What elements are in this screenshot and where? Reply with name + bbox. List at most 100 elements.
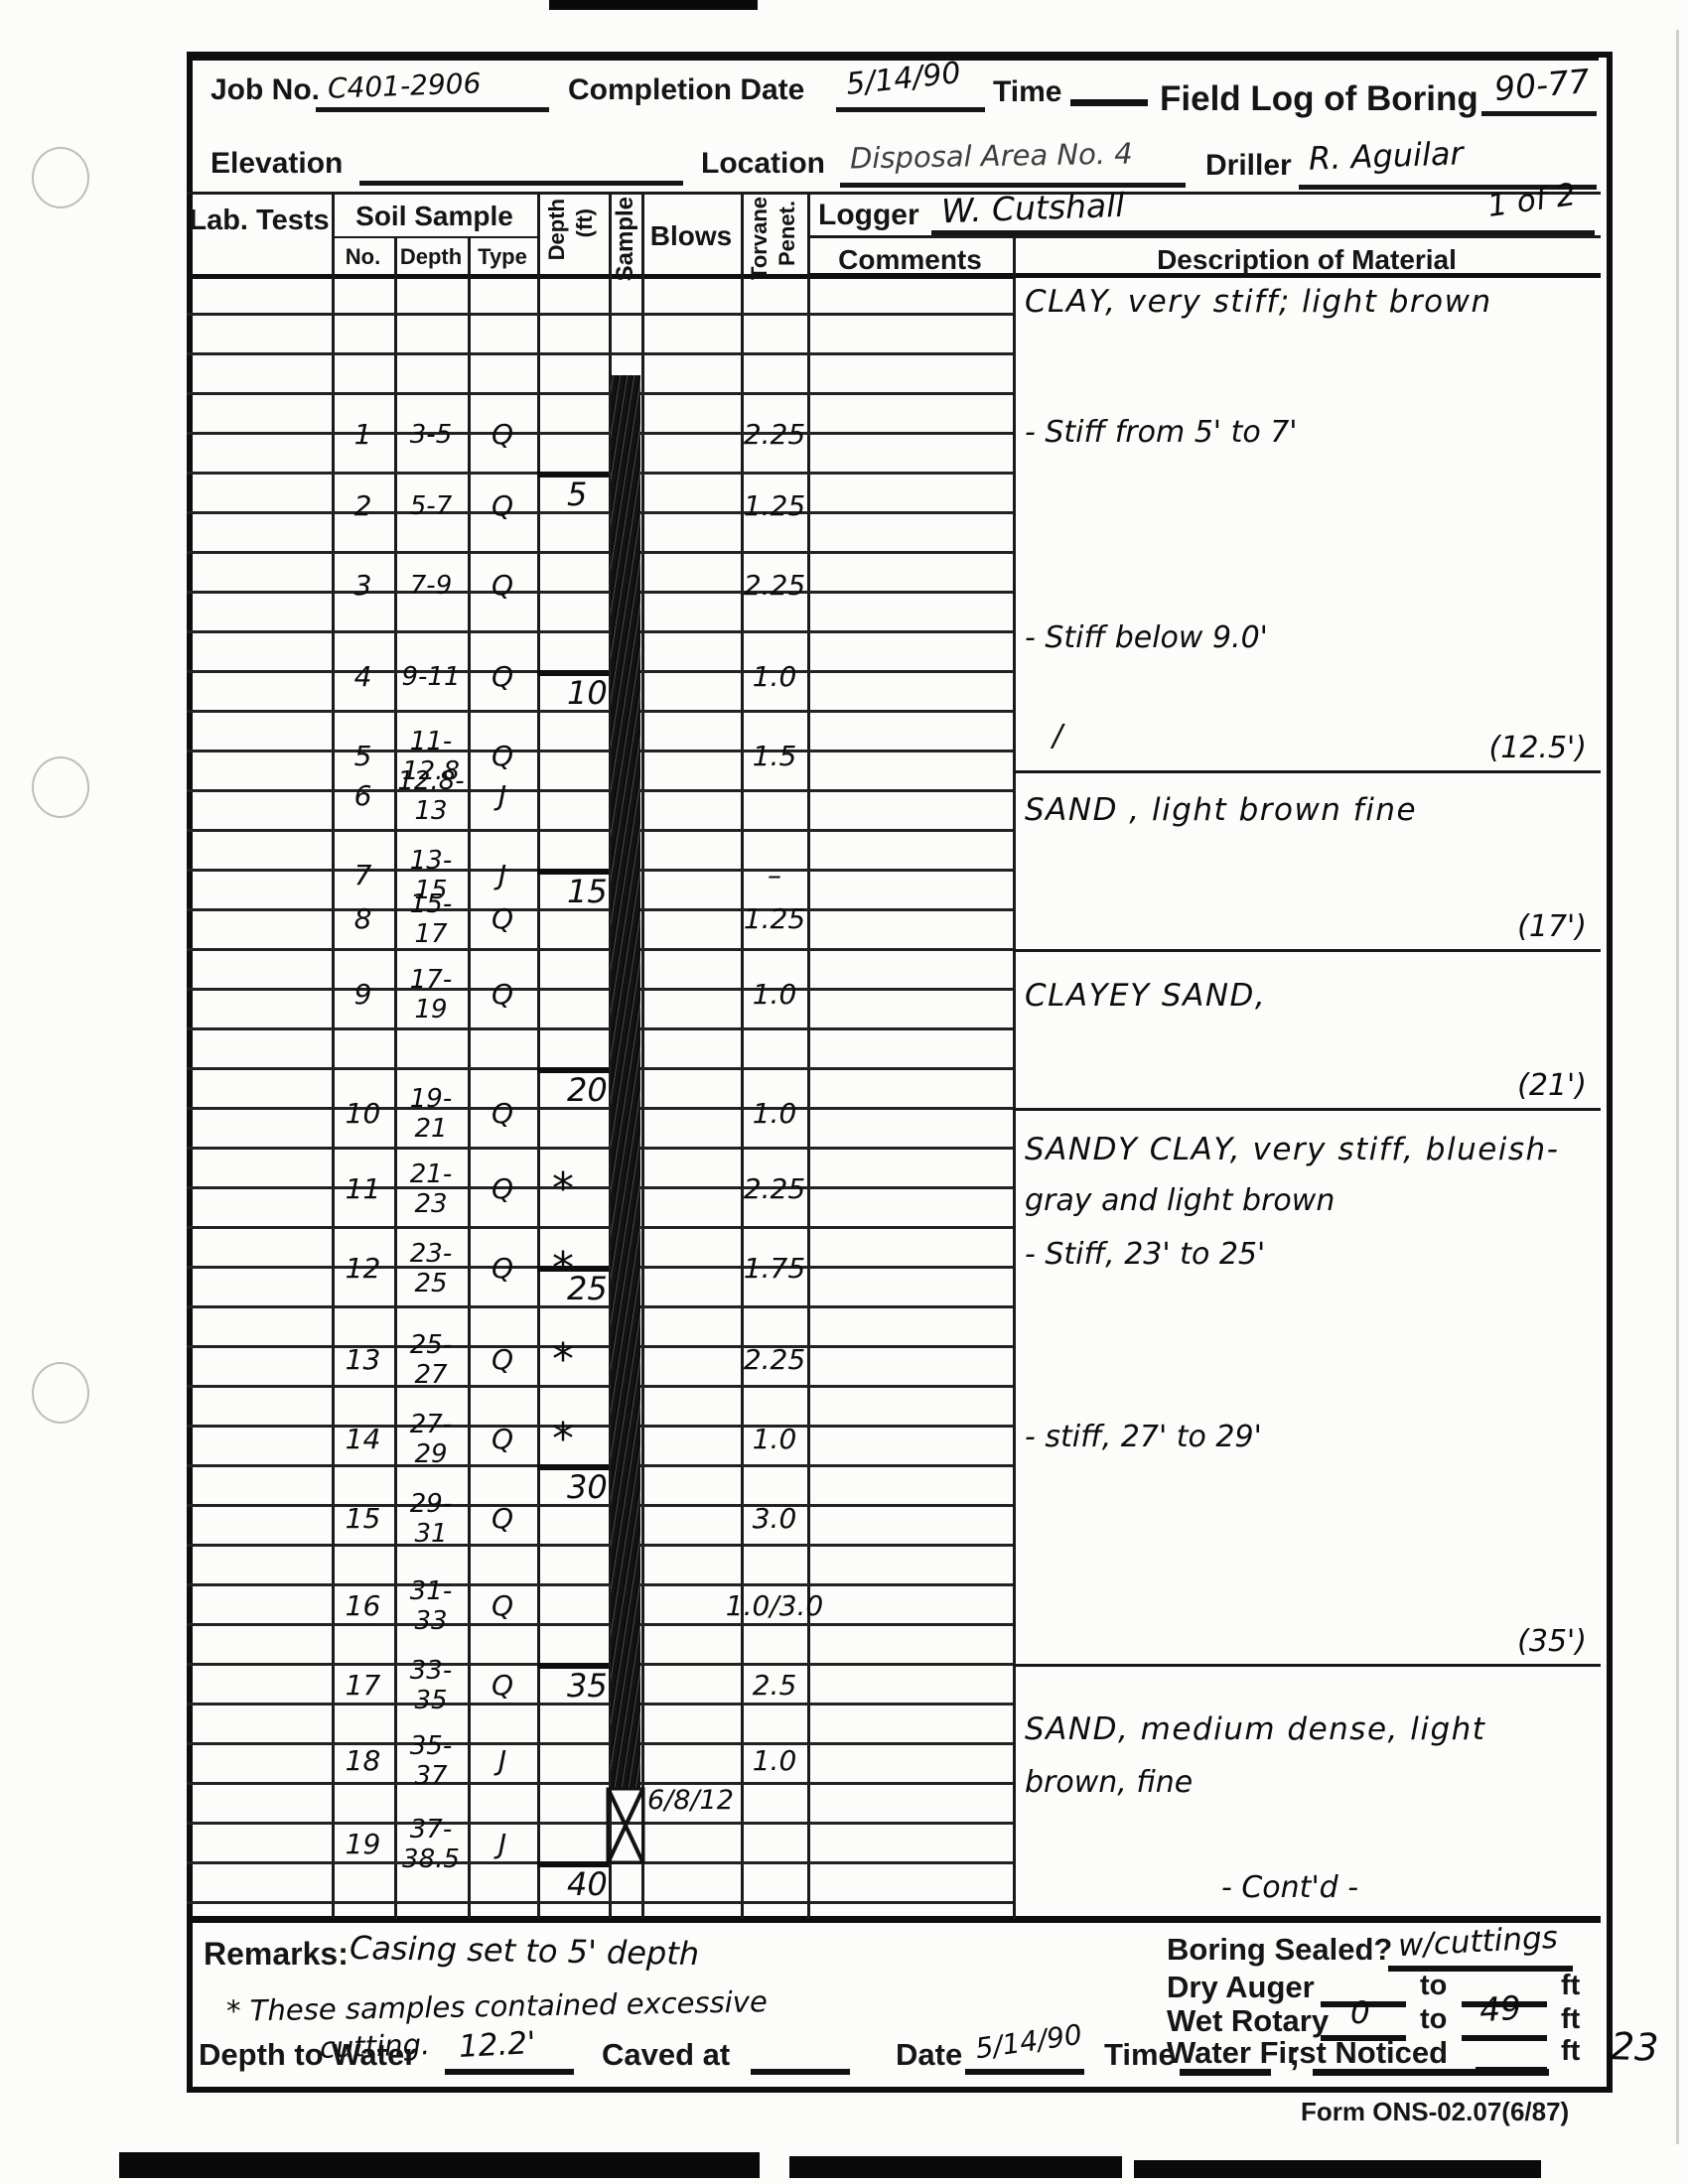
sample-no-cell: 19 bbox=[345, 1828, 381, 1860]
col-header-lab-tests: Lab. Tests bbox=[189, 205, 330, 236]
sample-star-mark bbox=[540, 415, 586, 455]
location-label: Location bbox=[701, 147, 825, 180]
sample-type-cell: Q bbox=[491, 569, 514, 602]
col-header-depth-ft-line2: (ft) bbox=[572, 208, 597, 238]
boring-bottom-x-symbol bbox=[606, 1787, 645, 1864]
torvane-value-cell: 1.0/3.0 bbox=[725, 1589, 824, 1622]
footer-time-label: Time bbox=[1104, 2037, 1176, 2072]
form-number: Form ONS-02.07(6/87) bbox=[1301, 2097, 1570, 2126]
depth-to-water-label: Depth to Water bbox=[199, 2037, 417, 2072]
driller-label: Driller bbox=[1205, 149, 1292, 182]
col-header-torvane-line1: Torvane bbox=[747, 197, 772, 280]
hole-punch bbox=[32, 147, 89, 208]
layer-bottom-depth-label: (12.5') bbox=[1488, 731, 1587, 765]
depth-tick-dash bbox=[537, 472, 609, 478]
table-row: 4 9-11 Q 1.0 bbox=[332, 657, 808, 697]
sample-no-cell: 16 bbox=[345, 1589, 381, 1622]
sample-type-cell: Q bbox=[491, 978, 514, 1011]
footer-long-underline bbox=[1313, 2069, 1549, 2076]
logger-underline bbox=[931, 195, 1595, 235]
wet-rotary-to-value: 49 bbox=[1477, 1987, 1523, 2030]
sample-no-cell: 1 bbox=[353, 418, 372, 451]
caved-at-label: Caved at bbox=[602, 2037, 731, 2072]
layer-boundary-line: (12.5') bbox=[1013, 731, 1601, 773]
sample-type-cell: Q bbox=[491, 1669, 514, 1702]
sample-star-mark bbox=[540, 975, 586, 1015]
sample-type-cell: Q bbox=[491, 660, 514, 693]
description-text: gray and light brown bbox=[1025, 1183, 1336, 1218]
sample-no-cell: 6 bbox=[353, 779, 372, 812]
sample-no-cell: 14 bbox=[345, 1423, 381, 1455]
footer-time-underline bbox=[1180, 2069, 1271, 2076]
sample-type-cell: Q bbox=[491, 1097, 514, 1130]
sample-depth-cell: 31-33 bbox=[409, 1576, 453, 1636]
description-text: SANDY CLAY, very stiff, blueish- bbox=[1025, 1132, 1560, 1167]
layer-boundary-line: (21') bbox=[1013, 1068, 1601, 1111]
sample-type-cell: Q bbox=[491, 1343, 514, 1376]
completion-date-underline bbox=[836, 71, 985, 112]
sample-no-cell: 15 bbox=[345, 1502, 381, 1535]
scan-streak-bottom-3 bbox=[1134, 2160, 1541, 2178]
col-header-depth-ft-line1: Depth bbox=[544, 199, 569, 261]
torvane-value-cell: 1.0 bbox=[752, 660, 797, 693]
sample-no-cell: 10 bbox=[345, 1097, 381, 1130]
col-header-type: Type bbox=[478, 244, 527, 269]
dry-auger-to-label: to bbox=[1420, 1970, 1448, 2001]
table-row: 14 27-29 Q * 1.0 bbox=[332, 1410, 808, 1469]
sample-depth-cell: 21-23 bbox=[409, 1160, 453, 1219]
sample-type-cell: Q bbox=[491, 1252, 514, 1285]
job-no-label: Job No. bbox=[211, 73, 320, 106]
col-header-comments: Comments bbox=[838, 244, 982, 275]
table-row: 16 31-33 Q 1.0/3.0 bbox=[332, 1576, 824, 1636]
dry-auger-from-underline bbox=[1321, 2001, 1406, 2007]
layer-bottom-depth-label: (35') bbox=[1517, 1624, 1587, 1659]
col-header-no: No. bbox=[345, 244, 381, 269]
description-text: CLAY, very stiff; light brown bbox=[1025, 284, 1492, 320]
water-first-noticed-label: Water First Noticed bbox=[1167, 2035, 1449, 2070]
description-text: / bbox=[1053, 719, 1063, 753]
sample-depth-cell: 3-5 bbox=[409, 420, 453, 450]
depth-marker: 10 bbox=[537, 670, 656, 716]
sample-star-mark bbox=[540, 1825, 586, 1864]
sample-no-cell: 7 bbox=[353, 859, 372, 891]
sample-depth-cell: 23-25 bbox=[409, 1239, 453, 1298]
sample-type-cell: Q bbox=[491, 1589, 514, 1622]
sample-no-cell: 4 bbox=[353, 660, 372, 693]
sample-type-cell: Q bbox=[491, 418, 514, 451]
depth-to-water-value: 12.2' bbox=[458, 2024, 537, 2066]
dry-auger-to-underline bbox=[1462, 2001, 1547, 2007]
footer-semicolon: ; bbox=[1289, 2035, 1301, 2073]
description-text: - Stiff, 23' to 25' bbox=[1025, 1237, 1266, 1272]
elevation-underline bbox=[359, 147, 683, 186]
table-row: 17 33-35 Q 2.5 bbox=[332, 1656, 808, 1715]
driller-underline bbox=[1299, 147, 1597, 190]
depth-marker-value: 40 bbox=[567, 1865, 608, 1903]
scan-edge-line bbox=[1676, 30, 1679, 2144]
torvane-value-cell bbox=[741, 776, 808, 816]
footer-date-label: Date bbox=[896, 2037, 963, 2072]
torvane-value-cell: 1.0 bbox=[752, 978, 797, 1011]
table-row: 2 5-7 Q 1.25 bbox=[332, 486, 808, 526]
description-text: SAND, medium dense, light bbox=[1025, 1711, 1486, 1747]
sample-interval-bar bbox=[611, 375, 640, 1789]
sample-no-cell: 18 bbox=[345, 1744, 381, 1777]
col-line-comments bbox=[1013, 235, 1016, 1919]
depth-marker-value: 20 bbox=[567, 1071, 608, 1109]
col-header-depth: Depth bbox=[399, 244, 463, 269]
depth-tick-dash bbox=[537, 670, 609, 676]
job-no-underline bbox=[316, 73, 549, 112]
torvane-value-cell: 1.0 bbox=[752, 1097, 797, 1130]
sample-depth-cell: 9-11 bbox=[401, 662, 461, 692]
depth-marker-value: 15 bbox=[567, 873, 608, 910]
depth-marker-value: 25 bbox=[567, 1270, 608, 1307]
torvane-value-cell: 1.25 bbox=[743, 902, 806, 935]
sample-star-mark bbox=[540, 566, 586, 606]
sample-type-cell: J bbox=[497, 859, 507, 891]
logger-row-divider bbox=[807, 235, 1601, 238]
wet-rotary-label: Wet Rotary bbox=[1167, 2003, 1330, 2038]
soil-sample-divider bbox=[332, 236, 537, 238]
depth-marker-value: 10 bbox=[567, 674, 608, 712]
table-row: 3 7-9 Q 2.25 bbox=[332, 566, 808, 606]
torvane-value-cell: 2.25 bbox=[743, 418, 806, 451]
boring-sealed-label: Boring Sealed? bbox=[1167, 1932, 1393, 1967]
